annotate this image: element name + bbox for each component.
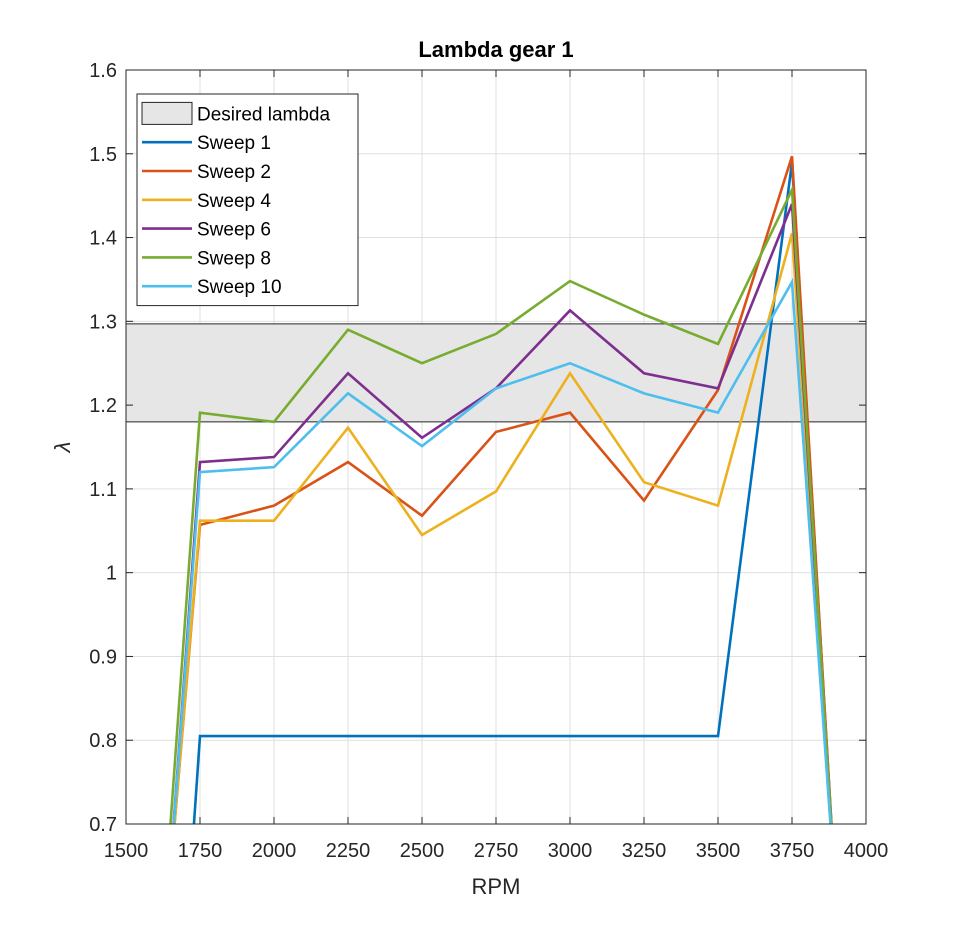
x-tick-label-2000: 2000 xyxy=(252,840,297,862)
x-tick-label-1500: 1500 xyxy=(104,840,149,862)
y-tick-label-1: 1 xyxy=(106,563,117,585)
x-tick-label-2250: 2250 xyxy=(326,840,371,862)
legend-label-sweep-1: Sweep 1 xyxy=(197,133,271,154)
x-tick-label-1750: 1750 xyxy=(178,840,223,862)
series-line-sweep-2 xyxy=(173,155,833,824)
series-line-sweep-1 xyxy=(192,161,833,824)
desired-lambda-band xyxy=(126,323,866,422)
legend-label-sweep-2: Sweep 2 xyxy=(197,162,271,183)
series-line-sweep-8 xyxy=(169,184,833,824)
legend-label-sweep-10: Sweep 10 xyxy=(197,277,282,298)
y-tick-label-0-9: 0.9 xyxy=(89,646,117,668)
x-tick-label-3250: 3250 xyxy=(622,840,667,862)
chart-title: Lambda gear 1 xyxy=(418,37,573,62)
x-tick-label-3500: 3500 xyxy=(696,840,741,862)
legend: Desired lambda Sweep 1 Sweep 2 Sweep 4 Sweep… xyxy=(136,93,359,307)
x-tick-label-4000: 4000 xyxy=(844,840,889,862)
legend-label-desired-lambda: Desired lambda xyxy=(197,104,330,125)
y-tick-label-0-8: 0.8 xyxy=(89,730,117,752)
y-tick-label-1-4: 1.4 xyxy=(89,228,117,250)
series-layer xyxy=(169,155,833,824)
y-tick-label-1-1: 1.1 xyxy=(89,479,117,501)
x-tick-label-2500: 2500 xyxy=(400,840,445,862)
y-tick-label-0-7: 0.7 xyxy=(89,814,117,836)
y-tick-label-1-3: 1.3 xyxy=(89,311,117,333)
desired-lambda-band-layer xyxy=(126,323,866,423)
series-line-sweep-4 xyxy=(173,233,833,824)
x-tick-label-3750: 3750 xyxy=(770,840,815,862)
x-tick-label-2750: 2750 xyxy=(474,840,519,862)
x-tick-label-3000: 3000 xyxy=(548,840,593,862)
y-tick-label-1-2: 1.2 xyxy=(89,395,117,417)
axis-ticks: 1500 1750 2000 2250 2500 2750 3000 3250 3500 3750… xyxy=(89,60,888,862)
legend-swatch-desired-lambda xyxy=(141,101,193,125)
legend-label-sweep-4: Sweep 4 xyxy=(197,191,271,212)
y-tick-label-1-5: 1.5 xyxy=(89,144,117,166)
legend-label-sweep-6: Sweep 6 xyxy=(197,220,271,241)
y-axis-label: λ xyxy=(50,442,75,454)
series-line-sweep-10 xyxy=(172,277,832,824)
legend-label-sweep-8: Sweep 8 xyxy=(197,248,271,269)
series-line-sweep-6 xyxy=(172,203,833,824)
y-tick-label-1-6: 1.6 xyxy=(89,60,117,82)
x-axis-label: RPM xyxy=(472,874,521,899)
